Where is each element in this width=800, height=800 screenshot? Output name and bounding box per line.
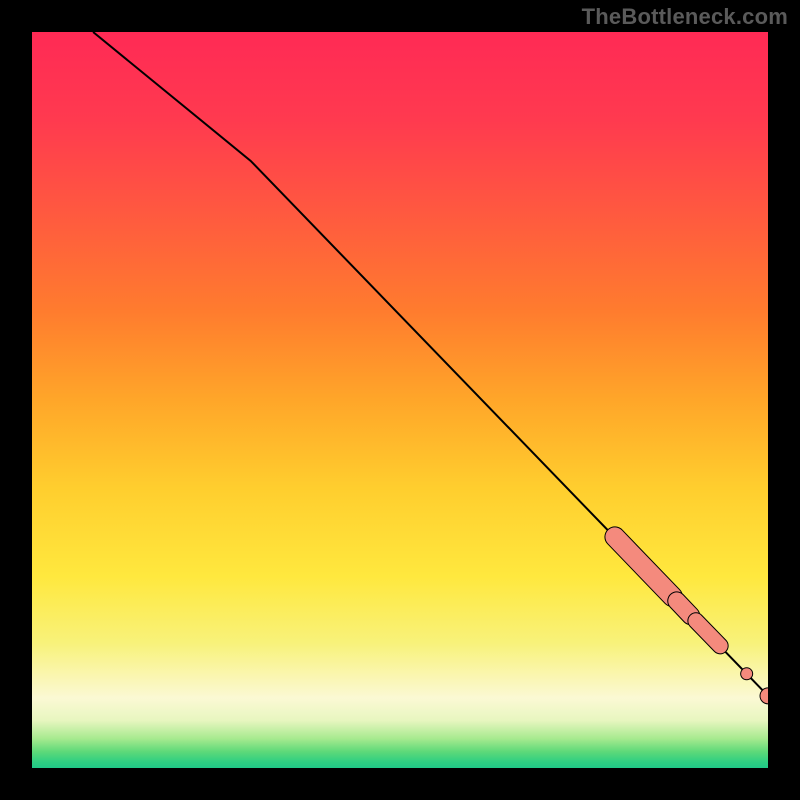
markers-group (615, 537, 768, 704)
plot-area (32, 32, 768, 768)
marker-segment (696, 621, 720, 646)
marker-segment (677, 601, 691, 616)
marker-segment (615, 537, 672, 597)
attribution-label: TheBottleneck.com (582, 4, 788, 30)
line-layer (32, 32, 768, 768)
marker-dot (741, 668, 752, 679)
chart-container: TheBottleneck.com (0, 0, 800, 800)
